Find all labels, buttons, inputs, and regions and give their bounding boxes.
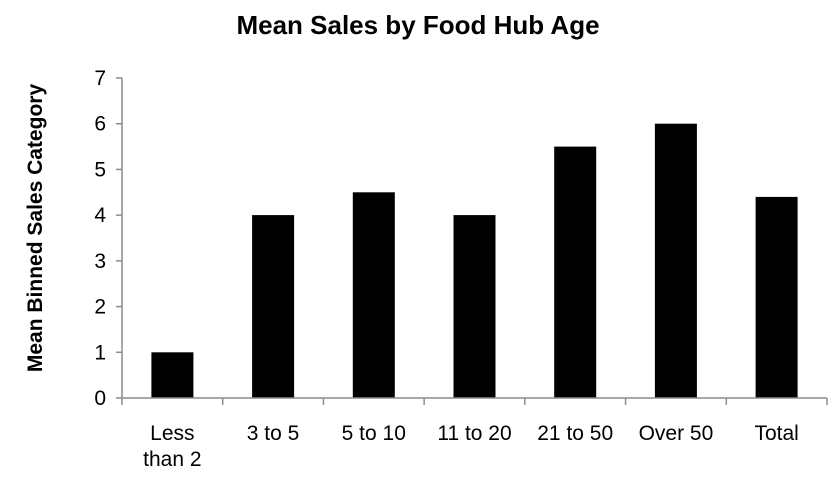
bars-group (151, 123, 798, 398)
y-tick-label: 5 (94, 158, 106, 181)
bar-1 (252, 215, 295, 398)
x-tick-label: 3 to 5 (247, 422, 300, 445)
x-tick-label: 21 to 50 (537, 422, 613, 445)
bar-4 (554, 146, 597, 398)
y-axis-label: Mean Binned Sales Category (24, 84, 47, 373)
y-tick-label: 3 (94, 250, 106, 273)
y-tick-label: 1 (94, 341, 106, 364)
chart-title: Mean Sales by Food Hub Age (236, 10, 599, 40)
x-tick-label: Less than 2 (143, 422, 201, 471)
y-tick-label: 0 (94, 387, 106, 410)
bar-6 (755, 196, 798, 398)
y-tick-label: 6 (94, 113, 106, 136)
x-tick-label: 5 to 10 (342, 422, 406, 445)
y-tick-label: 4 (94, 204, 106, 227)
x-tick-label: Over 50 (639, 422, 714, 445)
x-tick-label: Total (754, 422, 798, 445)
bar-3 (453, 215, 496, 398)
bar-0 (151, 352, 194, 398)
y-tick-labels: 0 1 2 3 4 5 6 7 (94, 67, 106, 410)
bar-2 (352, 192, 395, 398)
x-tick-labels: Less than 2 3 to 5 5 to 10 11 to 20 21 to 50 O… (143, 422, 799, 471)
axes-group (116, 77, 828, 405)
x-tick-label: 11 to 20 (437, 422, 511, 445)
y-tick-label: 2 (94, 296, 106, 319)
bar-5 (654, 123, 697, 398)
y-tick-label: 7 (94, 67, 106, 90)
